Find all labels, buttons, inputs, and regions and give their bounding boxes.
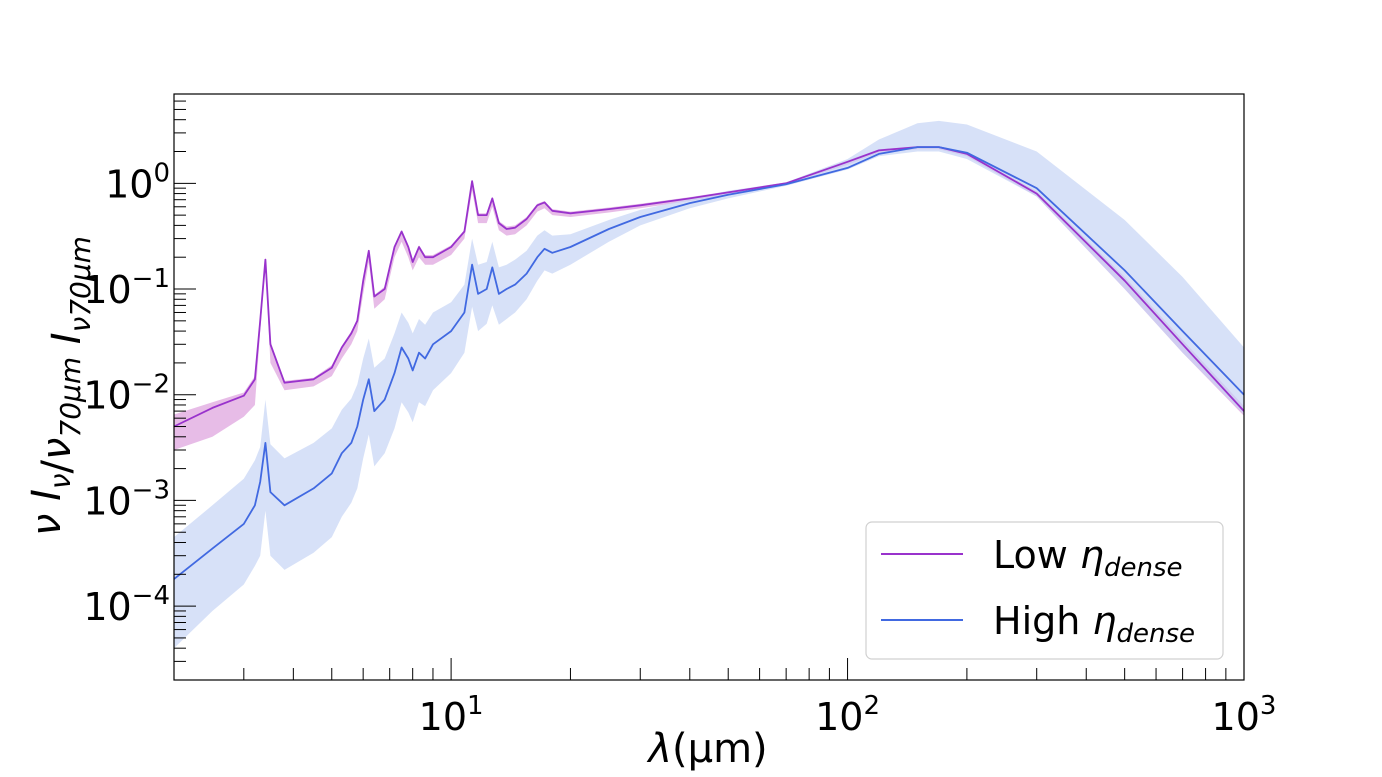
legend-label-high-main: High [993,599,1092,643]
y-tick-label: 10−3 [83,475,170,523]
axis-ticks [173,93,1245,681]
tick-labels: 101 102 103 100 10−1 10−2 10−3 10−4 [83,158,1276,739]
x-tick-label: 102 [815,691,880,739]
legend-entry-low: Low ηdense [993,533,1183,583]
y-axis-label: ν Iν/ν70μm Iν70μm [24,236,97,536]
y-tick-label: 10−1 [83,264,170,312]
x-tick-label: 101 [419,691,484,739]
series-lines [173,146,1245,580]
series-line-high [173,146,1245,580]
y-tick-label: 100 [105,158,170,206]
band-high [174,120,1244,649]
legend-label-high-sub: dense [1117,619,1196,649]
legend-label-low-sub: dense [1104,553,1183,583]
series-line-low [173,146,1245,428]
y-tick-label: 10−2 [83,370,170,418]
y-tick-label: 10−4 [83,581,170,629]
legend-label-high-symbol: η [1092,599,1116,643]
legend-label-low-symbol: η [1080,533,1104,577]
x-axis-label: λ(μm) [646,726,767,772]
legend-box [865,521,1224,660]
plot-frame [173,93,1245,681]
x-tick-label: 103 [1212,691,1277,739]
legend-label-low-main: Low [993,533,1080,577]
uncertainty-bands [174,120,1244,649]
legend: Low ηdense High ηdense [865,521,1224,660]
legend-entry-high: High ηdense [993,599,1195,649]
